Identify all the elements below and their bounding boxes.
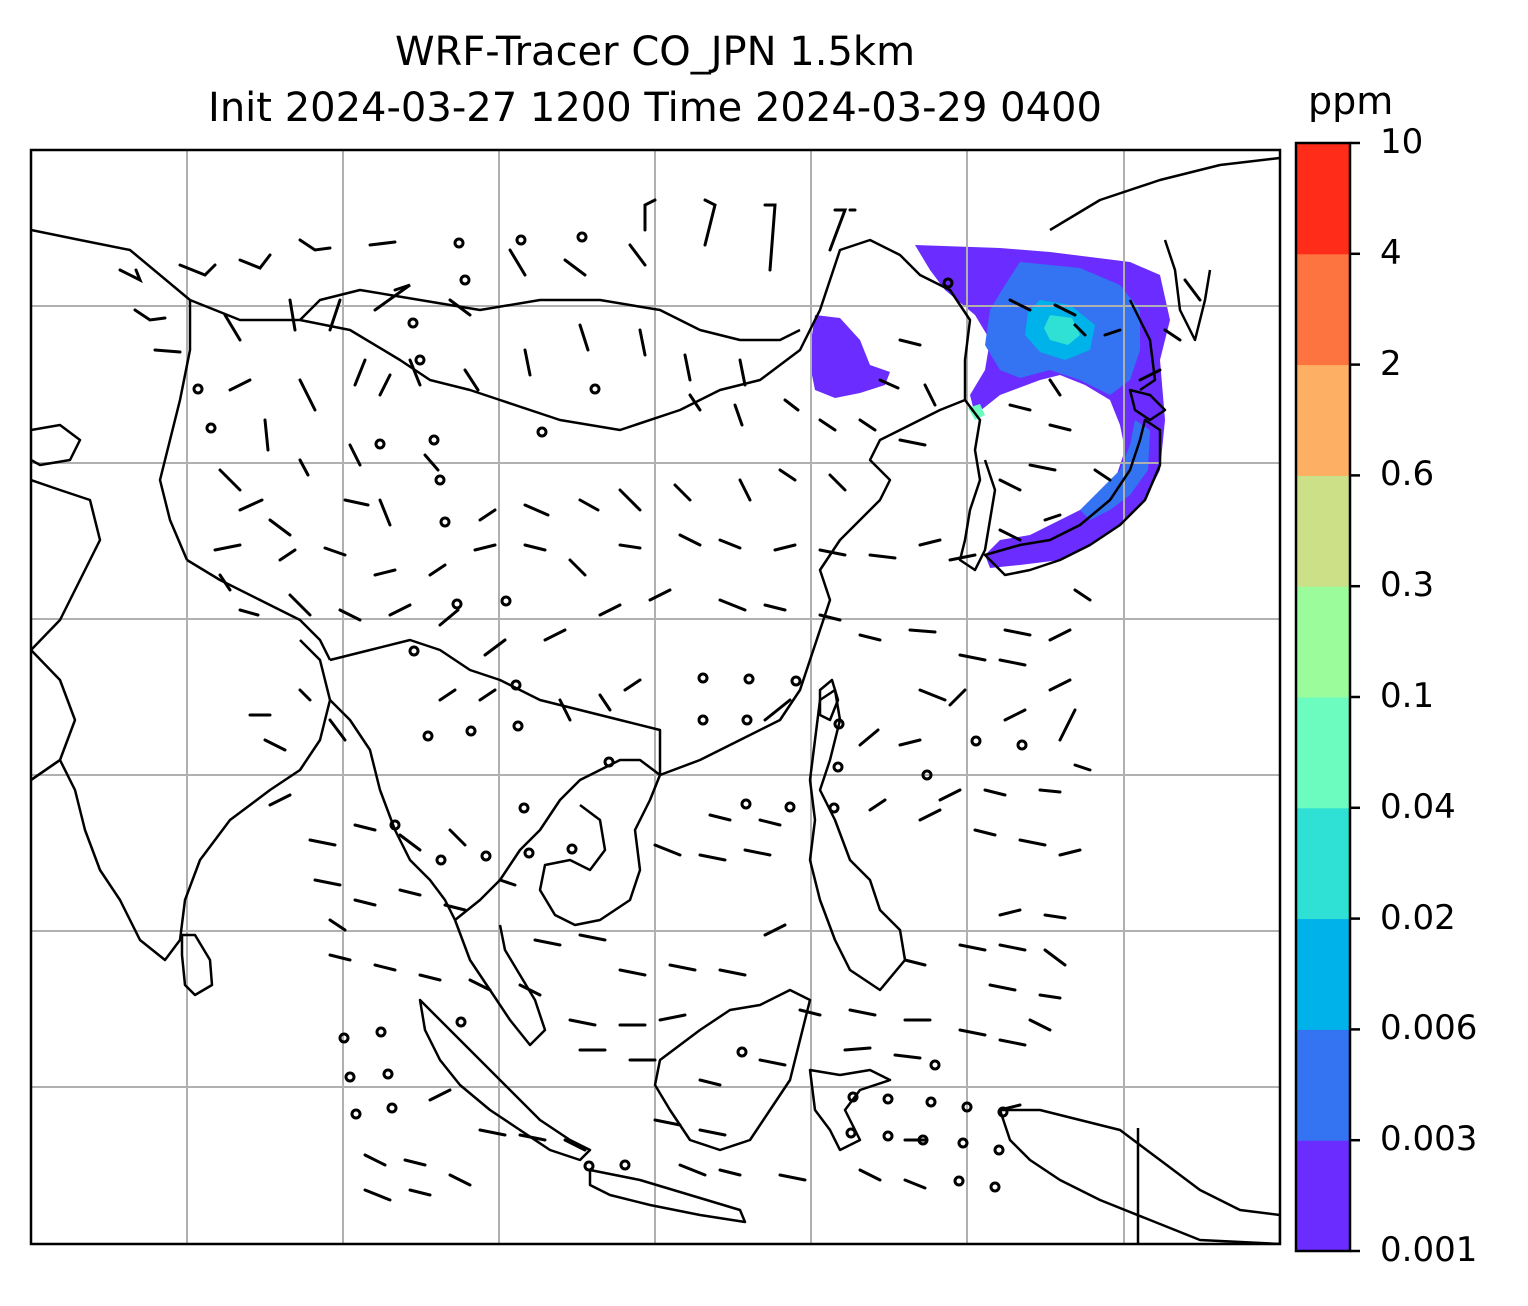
colorbar-segment-0.006: [1296, 918, 1350, 1030]
colorbar-tick-label: 0.006: [1380, 1008, 1478, 1049]
colorbar-segment-0.04: [1296, 697, 1350, 809]
colorbar-tick-label: 0.02: [1380, 897, 1456, 938]
plume-level-0.02: [1044, 315, 1080, 345]
colorbar-tick-label: 0.3: [1380, 565, 1435, 606]
colorbar-tick-label: 2: [1380, 343, 1402, 384]
colorbar-tick-label: 10: [1380, 122, 1424, 162]
coast-malay: [453, 919, 547, 1047]
colorbar: [1294, 141, 1360, 1253]
colorbar-tick-label: 0.1: [1380, 676, 1435, 716]
coast-japan-honshu: [983, 418, 1162, 577]
coast-sulawesi: [808, 1068, 892, 1152]
colorbar-segment-2: [1296, 253, 1350, 366]
border-iran: [31, 478, 102, 651]
border-himalaya: [186, 558, 332, 661]
plume-level-0.001b: [810, 315, 890, 398]
colorbar-tick-label: 0.001: [1380, 1230, 1478, 1270]
coast-kamchatka: [1163, 239, 1212, 342]
coast-korea: [958, 399, 997, 572]
coast-sumatra: [418, 998, 592, 1162]
colorbar-tick-label: 0.003: [1380, 1119, 1478, 1160]
wind-barbs: [118, 198, 1202, 1202]
coast-japan-hokkaido: [1128, 388, 1167, 422]
plume-level-0.003b: [1080, 420, 1150, 520]
calm-wind-markers: [192, 231, 1028, 1193]
colorbar-segment-4: [1296, 143, 1350, 255]
co-plume: [810, 245, 1170, 568]
border-central-asia: [31, 228, 192, 561]
border-mongolia: [299, 288, 801, 342]
coast-sakhalin: [1128, 299, 1157, 392]
coast-philippines: [808, 688, 907, 992]
colorbar-segment-0.003: [1296, 1029, 1350, 1141]
map-frame: [29, 148, 1282, 1246]
coast-newguinea: [998, 1108, 1280, 1244]
coast-java: [588, 1168, 747, 1224]
coast-china-east: [659, 398, 966, 777]
map-title-line2: Init 2024-03-27 1200 Time 2024-03-29 040…: [208, 85, 1102, 131]
border-china-south: [329, 638, 662, 775]
gridlines: [31, 150, 1280, 1244]
map-title-line1: WRF-Tracer CO_JPN 1.5km: [394, 29, 916, 75]
colorbar-segment-0.001: [1296, 1140, 1350, 1252]
map-panel: [31, 150, 1280, 1244]
coast-russia-northeast: [1049, 156, 1280, 232]
colorbar-tick-label: 0.6: [1380, 454, 1435, 495]
colorbar-segment-0.6: [1296, 364, 1350, 476]
border-china-north: [189, 238, 972, 432]
colorbar-segment-0.02: [1296, 807, 1350, 920]
colorbar-segment-0.1: [1296, 586, 1350, 698]
colorbar-segment-0.3: [1296, 475, 1350, 587]
coast-india: [31, 639, 332, 962]
coastlines: [31, 156, 1280, 1244]
coast-borneo: [653, 988, 812, 1152]
coast-indochina: [454, 758, 662, 927]
coast-srilanka: [180, 933, 214, 997]
coast-taiwan: [818, 678, 840, 722]
colorbar-unit-label: ppm: [1308, 79, 1394, 123]
coast-arabian: [31, 649, 77, 782]
coast-caspian: [31, 423, 82, 467]
colorbar-tick-label: 0.04: [1380, 786, 1456, 827]
colorbar-tick-label: 4: [1380, 232, 1402, 273]
